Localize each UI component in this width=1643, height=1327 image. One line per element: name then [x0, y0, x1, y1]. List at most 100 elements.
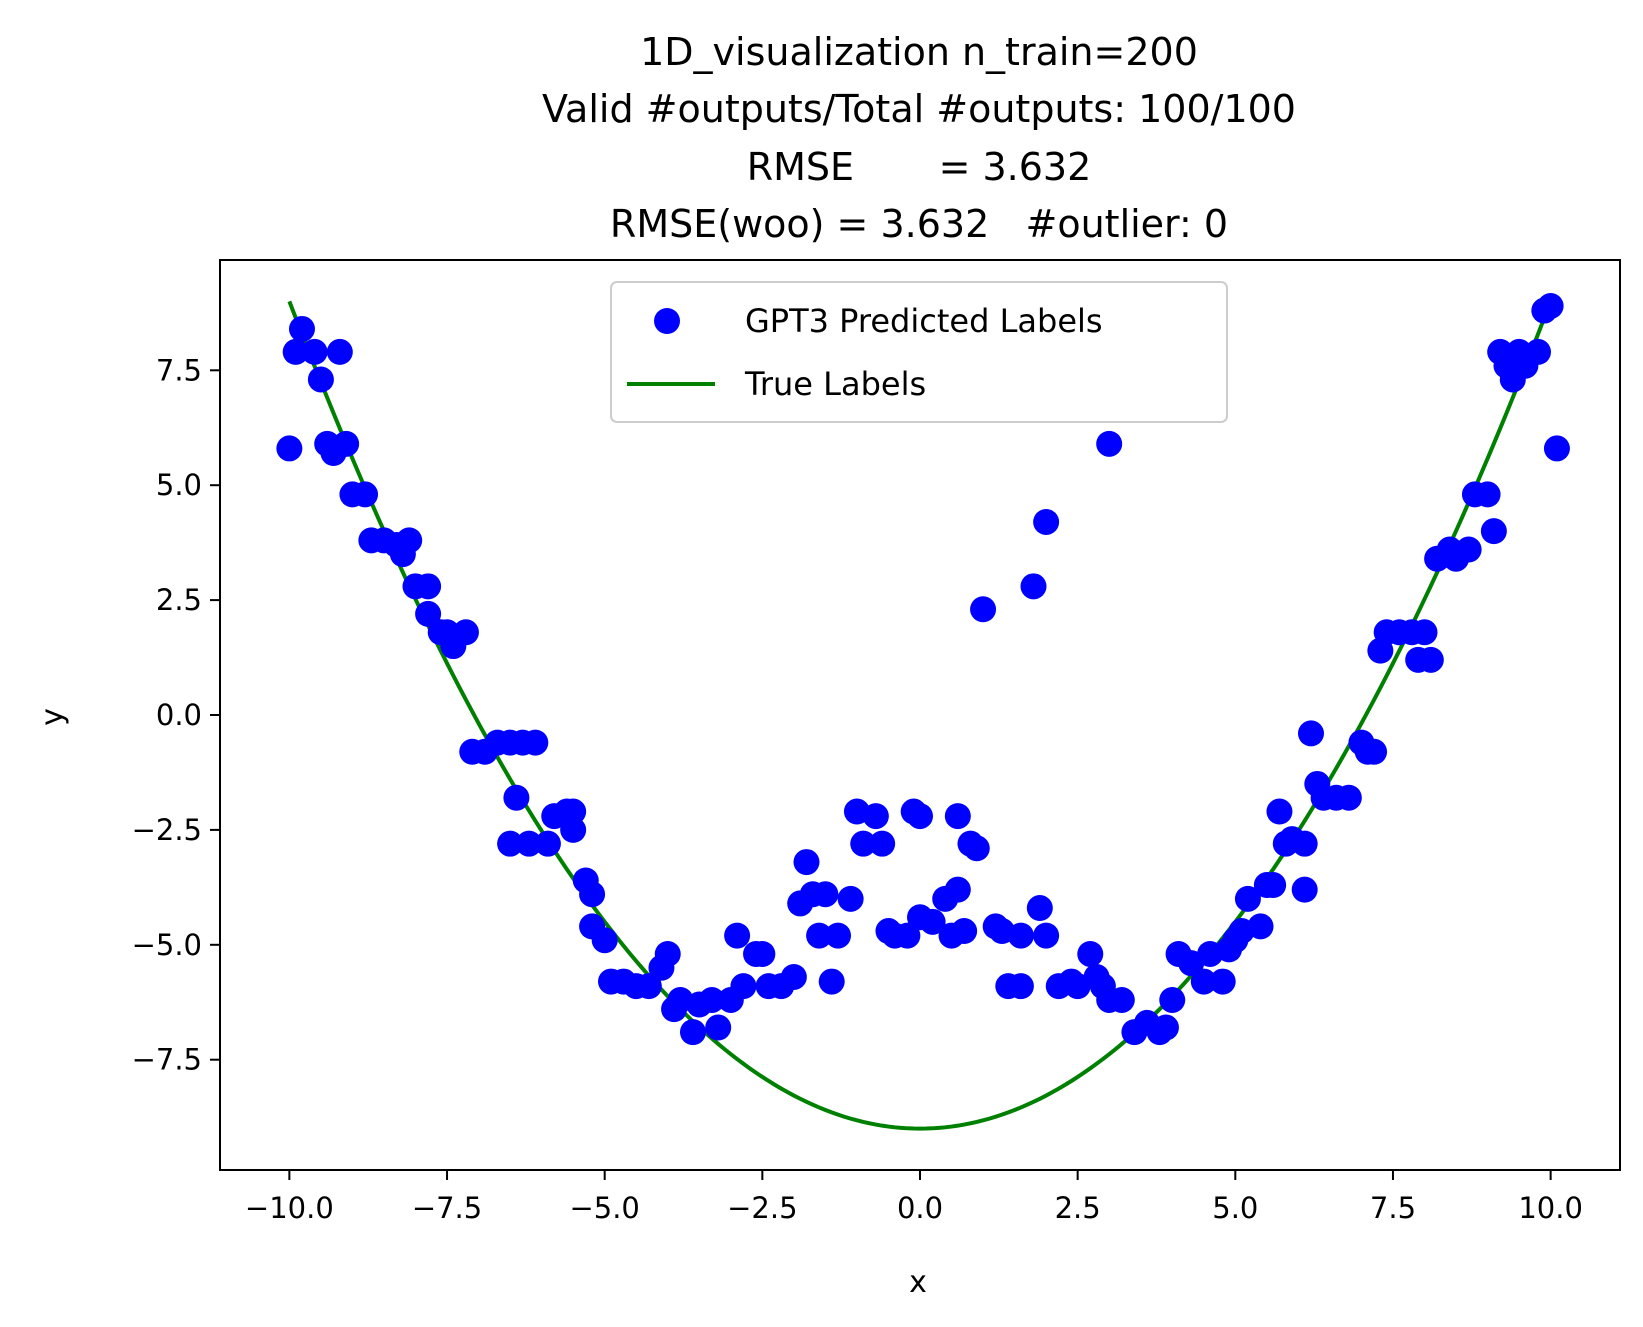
- x-tick-label: 10.0: [1518, 1191, 1583, 1225]
- y-tick-label: 7.5: [156, 353, 202, 387]
- title-line-4: RMSE(woo) = 3.632 #outlier: 0: [610, 202, 1228, 246]
- y-tick-label: 0.0: [156, 698, 202, 732]
- predicted-point: [837, 885, 864, 912]
- predicted-point: [534, 830, 561, 857]
- predicted-point: [452, 619, 479, 646]
- predicted-point: [282, 338, 309, 365]
- predicted-point: [1096, 430, 1123, 457]
- y-axis: −7.5 −5.0 −2.5 0.0 2.5 5.0 7.5: [132, 353, 220, 1077]
- predicted-point: [560, 798, 587, 825]
- y-tick-label: 5.0: [156, 468, 202, 502]
- legend: GPT3 Predicted Labels True Labels: [610, 281, 1228, 423]
- predicted-point: [276, 435, 303, 462]
- predicted-point: [793, 849, 820, 876]
- predicted-point: [1335, 784, 1362, 811]
- predicted-point: [907, 803, 933, 830]
- x-tick-label: −2.5: [727, 1191, 797, 1225]
- predicted-point: [503, 784, 530, 811]
- predicted-point: [818, 968, 845, 995]
- x-tick-label: −5.0: [569, 1191, 639, 1225]
- predicted-point: [1033, 922, 1060, 949]
- predicted-point: [415, 573, 442, 600]
- predicted-point: [806, 922, 833, 949]
- predicted-point: [1291, 830, 1318, 857]
- predicted-point: [654, 940, 681, 967]
- title-line-3: RMSE = 3.632: [747, 145, 1092, 189]
- predicted-point: [825, 922, 852, 949]
- predicted-point: [1525, 338, 1552, 365]
- predicted-point: [963, 835, 990, 862]
- predicted-point: [1247, 913, 1274, 940]
- predicted-point: [812, 881, 839, 908]
- predicted-point: [522, 729, 549, 756]
- predicted-point: [288, 315, 315, 342]
- predicted-point: [1455, 536, 1482, 563]
- predicted-point: [1020, 573, 1047, 600]
- predicted-point: [944, 803, 971, 830]
- predicted-point: [944, 876, 971, 903]
- y-tick-label: 2.5: [156, 583, 202, 617]
- predicted-point: [560, 816, 587, 843]
- predicted-point: [850, 830, 877, 857]
- x-tick-label: −10.0: [245, 1191, 334, 1225]
- predicted-point: [730, 973, 757, 1000]
- plot-area: −10.0 −7.5 −5.0 −2.5 0.0 2.5 5.0 7.5 10.0 −7.5 −5…: [132, 259, 1621, 1225]
- predicted-point: [1077, 940, 1104, 967]
- predicted-point: [1543, 435, 1570, 462]
- predicted-point: [1026, 895, 1053, 922]
- predicted-point: [497, 830, 524, 857]
- predicted-point: [1361, 738, 1388, 765]
- x-axis-label: x: [909, 1265, 927, 1300]
- predicted-point: [894, 922, 921, 949]
- predicted-points: [276, 292, 1570, 1046]
- predicted-point: [951, 918, 978, 945]
- y-tick-label: −5.0: [132, 928, 202, 962]
- x-tick-label: 5.0: [1212, 1191, 1258, 1225]
- predicted-point: [1291, 876, 1318, 903]
- predicted-point: [1159, 986, 1186, 1013]
- predicted-point: [1411, 619, 1438, 646]
- y-tick-label: −2.5: [132, 813, 202, 847]
- predicted-point: [970, 596, 997, 623]
- predicted-point: [1033, 508, 1060, 535]
- x-tick-label: 2.5: [1055, 1191, 1101, 1225]
- x-tick-label: −7.5: [412, 1191, 482, 1225]
- chart-title: 1D_visualization n_train=200 Valid #outp…: [542, 30, 1296, 246]
- predicted-point: [516, 830, 543, 857]
- predicted-point: [1190, 968, 1217, 995]
- predicted-point: [591, 927, 618, 954]
- predicted-point: [1007, 973, 1034, 1000]
- x-tick-label: 0.0: [897, 1191, 943, 1225]
- predicted-point: [1474, 481, 1501, 508]
- predicted-point: [1209, 968, 1236, 995]
- predicted-point: [326, 338, 353, 365]
- y-axis-label: y: [35, 708, 70, 726]
- predicted-point: [333, 430, 360, 457]
- y-tick-label: −7.5: [132, 1043, 202, 1077]
- legend-marker-predicted: [654, 308, 680, 334]
- legend-label-true: True Labels: [744, 365, 926, 403]
- x-tick-label: 7.5: [1370, 1191, 1416, 1225]
- legend-box: [610, 281, 1228, 423]
- predicted-point: [919, 908, 946, 935]
- predicted-point: [698, 986, 725, 1013]
- predicted-point: [415, 600, 442, 627]
- predicted-point: [1297, 720, 1324, 747]
- x-axis: −10.0 −7.5 −5.0 −2.5 0.0 2.5 5.0 7.5 10.0: [245, 1170, 1583, 1225]
- predicted-point: [1266, 798, 1293, 825]
- predicted-point: [1007, 922, 1034, 949]
- title-line-1: 1D_visualization n_train=200: [640, 30, 1198, 74]
- predicted-point: [352, 481, 379, 508]
- predicted-point: [307, 366, 334, 393]
- true-labels-line: [287, 300, 1553, 1131]
- predicted-point: [1537, 292, 1564, 319]
- plot-frame: [219, 259, 1621, 1171]
- predicted-point: [1108, 986, 1135, 1013]
- predicted-point: [396, 527, 423, 554]
- predicted-point: [679, 1019, 706, 1046]
- predicted-point: [705, 1014, 732, 1041]
- predicted-point: [862, 803, 889, 830]
- predicted-point: [780, 963, 807, 990]
- predicted-point: [1260, 872, 1287, 899]
